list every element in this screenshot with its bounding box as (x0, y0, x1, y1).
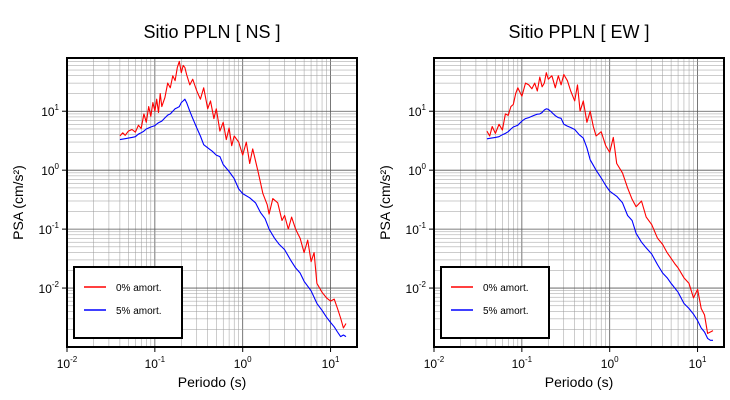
chart-title: Sitio PPLN [ EW ] (508, 22, 649, 42)
x-tick-base: 10 (57, 357, 71, 371)
x-tick-base: 10 (322, 357, 336, 371)
plot-frame (66, 57, 358, 348)
x-tick-base: 10 (424, 357, 438, 371)
y-tick-label: 10-1 (39, 221, 60, 237)
series-line-0pct-damping (486, 72, 714, 334)
x-tick-base: 10 (145, 357, 159, 371)
y-tick-base: 10 (406, 223, 420, 237)
y-tick-label: 101 (408, 103, 426, 119)
y-tick-exponent: -2 (419, 280, 427, 289)
x-tick-label: 10-2 (424, 355, 445, 371)
legend: 0% amort. 5% amort. (440, 266, 550, 339)
y-tick-base: 10 (39, 282, 53, 296)
y-axis-label: PSA (cm/s²) (10, 165, 26, 240)
x-tick-label: 101 (322, 355, 340, 371)
chart-title: Sitio PPLN [ NS ] (143, 22, 280, 42)
x-tick-label: 10-1 (145, 355, 166, 371)
legend: 0% amort. 5% amort. (73, 266, 183, 339)
y-tick-exponent: 1 (422, 103, 427, 112)
y-tick-exponent: 0 (422, 162, 427, 171)
plot-frame (433, 57, 725, 348)
legend-box (440, 266, 550, 339)
legend-label: 5% amort. (483, 306, 529, 317)
series-line-5pct-damping (486, 108, 713, 341)
y-tick-base: 10 (406, 282, 420, 296)
x-tick-label: 100 (601, 355, 619, 371)
y-tick-exponent: -1 (52, 221, 60, 230)
y-axis-label: PSA (cm/s²) (377, 165, 393, 240)
x-tick-label: 101 (689, 355, 707, 371)
y-tick-base: 10 (408, 164, 422, 178)
y-tick-label: 101 (41, 103, 59, 119)
series-line-5pct-damping (119, 98, 347, 338)
legend-label: 0% amort. (116, 283, 162, 294)
y-tick-label: 10-1 (406, 221, 427, 237)
x-axis-label: Periodo (s) (545, 374, 613, 390)
y-tick-exponent: 0 (55, 162, 60, 171)
y-tick-base: 10 (41, 105, 55, 119)
y-tick-base: 10 (408, 105, 422, 119)
x-tick-exponent: 1 (335, 355, 340, 364)
x-tick-label: 10-1 (512, 355, 533, 371)
x-tick-base: 10 (512, 357, 526, 371)
x-tick-exponent: -2 (437, 355, 445, 364)
x-tick-exponent: 1 (702, 355, 707, 364)
legend-label: 0% amort. (483, 283, 529, 294)
legend-box (73, 266, 183, 339)
y-tick-exponent: 1 (55, 103, 60, 112)
x-tick-exponent: 0 (614, 355, 619, 364)
y-tick-label: 100 (41, 162, 59, 178)
x-tick-exponent: -1 (525, 355, 533, 364)
y-tick-exponent: -1 (419, 221, 427, 230)
x-tick-label: 10-2 (57, 355, 78, 371)
x-axis-label: Periodo (s) (178, 374, 246, 390)
x-tick-base: 10 (234, 357, 248, 371)
x-tick-exponent: 0 (247, 355, 252, 364)
x-tick-exponent: -1 (158, 355, 166, 364)
y-tick-label: 10-2 (406, 280, 427, 296)
y-tick-label: 100 (408, 162, 426, 178)
y-tick-label: 10-2 (39, 280, 60, 296)
y-tick-base: 10 (41, 164, 55, 178)
y-tick-exponent: -2 (52, 280, 60, 289)
y-tick-base: 10 (39, 223, 53, 237)
x-tick-label: 100 (234, 355, 252, 371)
legend-label: 5% amort. (116, 306, 162, 317)
x-tick-base: 10 (601, 357, 615, 371)
x-tick-base: 10 (689, 357, 703, 371)
x-tick-exponent: -2 (70, 355, 78, 364)
series-line-0pct-damping (119, 60, 347, 329)
